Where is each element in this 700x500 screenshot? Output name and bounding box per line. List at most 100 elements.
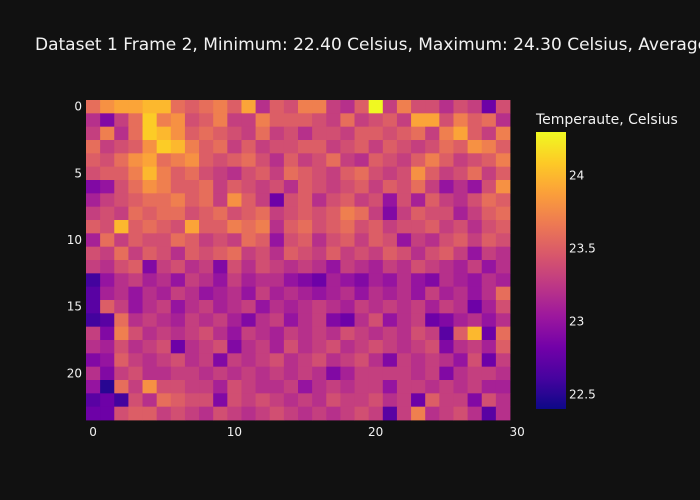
heatmap-cell <box>396 273 412 288</box>
heatmap-cell <box>326 406 341 421</box>
heatmap-cell <box>411 206 426 221</box>
heatmap-cell <box>382 113 398 128</box>
heatmap-cell <box>241 260 256 274</box>
heatmap-cell <box>354 220 370 234</box>
heatmap-cell <box>184 140 200 154</box>
heatmap-cell <box>213 380 228 394</box>
heatmap-cell <box>184 180 200 194</box>
heatmap-cell <box>481 313 497 328</box>
heatmap-cell <box>495 113 511 128</box>
heatmap-cell <box>213 113 228 128</box>
heatmap-cell <box>128 273 143 288</box>
heatmap-cell <box>439 246 454 261</box>
heatmap-cell <box>340 166 355 181</box>
heatmap-cell <box>298 206 313 221</box>
heatmap-cell <box>340 406 355 421</box>
heatmap-cell <box>495 313 511 328</box>
heatmap-cell <box>425 300 440 314</box>
heatmap-cell <box>453 366 468 381</box>
heatmap-cell <box>170 260 186 274</box>
heatmap-cell <box>128 326 143 341</box>
heatmap-cell <box>481 380 497 394</box>
heatmap-cell <box>312 366 327 381</box>
heatmap-cell <box>156 393 172 408</box>
heatmap-cell <box>368 113 384 128</box>
heatmap-cell <box>396 406 412 421</box>
x-tick-label: 0 <box>89 425 97 439</box>
heatmap-cell <box>269 286 285 301</box>
heatmap-cell <box>184 380 200 394</box>
heatmap-cell <box>170 206 186 221</box>
heatmap-cell <box>241 140 256 154</box>
heatmap-cell <box>425 220 440 234</box>
heatmap-cell <box>312 193 327 208</box>
heatmap-cell <box>128 406 143 421</box>
heatmap-cell <box>184 326 200 341</box>
heatmap-cell <box>312 166 327 181</box>
heatmap-cell <box>382 406 398 421</box>
heatmap-cell <box>481 113 497 128</box>
heatmap-cell <box>453 140 468 154</box>
heatmap-cell <box>453 260 468 274</box>
heatmap-cell <box>170 366 186 381</box>
heatmap-cell <box>396 340 412 354</box>
heatmap-cell <box>326 300 341 314</box>
heatmap-cell <box>86 220 101 234</box>
heatmap-cell <box>170 113 186 128</box>
heatmap-cell <box>312 220 327 234</box>
heatmap-cell <box>227 300 242 314</box>
heatmap-cell <box>255 393 271 408</box>
heatmap-cell <box>481 100 497 114</box>
heatmap-cell <box>368 233 384 248</box>
heatmap-cell <box>213 166 228 181</box>
heatmap-cell <box>170 153 186 168</box>
heatmap-cell <box>467 260 483 274</box>
heatmap-cell <box>142 126 158 141</box>
heatmap-cell <box>269 126 285 141</box>
heatmap-cell <box>199 126 214 141</box>
heatmap-cell <box>156 286 172 301</box>
heatmap-cell <box>439 260 454 274</box>
heatmap-cell <box>227 313 242 328</box>
heatmap-cell <box>241 166 256 181</box>
heatmap-cell <box>411 313 426 328</box>
heatmap-cell <box>213 326 228 341</box>
heatmap-cell <box>255 313 271 328</box>
heatmap-cell <box>184 246 200 261</box>
heatmap-cell <box>170 140 186 154</box>
heatmap-cell <box>114 100 129 114</box>
heatmap-cell <box>213 353 228 368</box>
heatmap-cell <box>100 126 115 141</box>
heatmap-cell <box>298 340 313 354</box>
heatmap-cell <box>86 206 101 221</box>
chart-title: Dataset 1 Frame 2, Minimum: 22.40 Celsiu… <box>35 35 700 55</box>
heatmap-cell <box>453 326 468 341</box>
heatmap-cell <box>481 246 497 261</box>
heatmap-cell <box>495 220 511 234</box>
heatmap-cell <box>241 233 256 248</box>
heatmap-cell <box>312 246 327 261</box>
heatmap-cell <box>283 340 299 354</box>
heatmap-cell <box>170 193 186 208</box>
heatmap-cell <box>227 206 242 221</box>
heatmap-cell <box>481 140 497 154</box>
heatmap-cell <box>439 113 454 128</box>
heatmap-cell <box>142 273 158 288</box>
heatmap-cell <box>199 326 214 341</box>
heatmap-cell <box>368 273 384 288</box>
heatmap-cell <box>269 140 285 154</box>
heatmap-cell <box>142 380 158 394</box>
heatmap-cell <box>199 193 214 208</box>
heatmap-cell <box>227 406 242 421</box>
heatmap-cell <box>199 246 214 261</box>
heatmap-cell <box>213 206 228 221</box>
heatmap-cell <box>453 406 468 421</box>
heatmap-cell <box>411 153 426 168</box>
heatmap-cell <box>411 166 426 181</box>
heatmap-cell <box>255 233 271 248</box>
heatmap-cell <box>128 206 143 221</box>
heatmap-cell <box>354 393 370 408</box>
heatmap-cell <box>340 286 355 301</box>
heatmap-cell <box>481 206 497 221</box>
y-tick-label: 0 <box>74 100 82 114</box>
